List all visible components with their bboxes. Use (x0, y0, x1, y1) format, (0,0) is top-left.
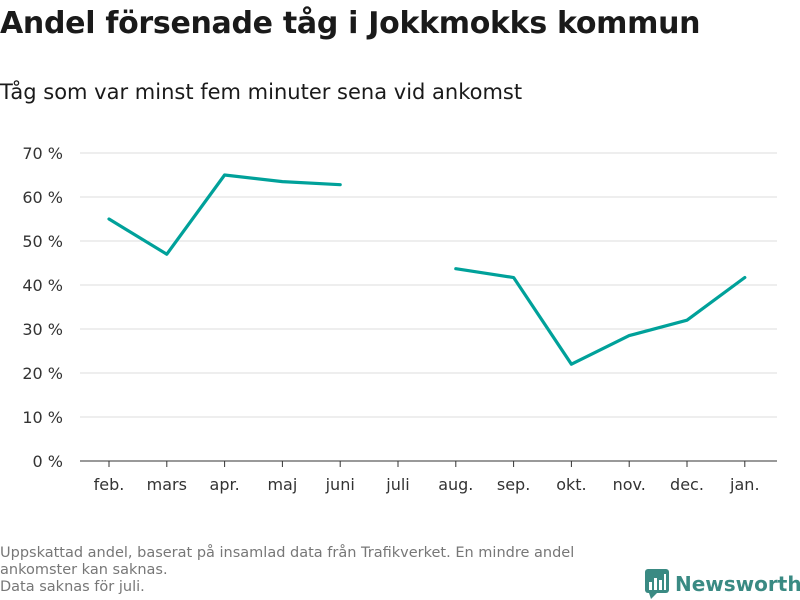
footnote: Uppskattad andel, baserat på insamlad da… (0, 545, 630, 596)
gridlines (80, 152, 777, 418)
chart-title: Andel försenade tåg i Jokkmokks kommun (0, 6, 701, 41)
footnote-line: Data saknas för juli. (0, 579, 145, 595)
line-chart: 0 % 10 % 20 % 30 % 40 % 50 % 60 % 70 % feb. mars… (22, 144, 777, 494)
x-tick-label: aug. (438, 475, 473, 494)
x-axis: feb. mars apr. maj juni juli aug. sep. okt. nov. d… (80, 460, 777, 494)
x-tick-label: nov. (613, 475, 646, 494)
brand-name: Newsworthy (675, 572, 800, 596)
x-tick-label: sep. (497, 475, 530, 494)
x-tick-label: juli (385, 475, 409, 494)
x-tick-label: feb. (94, 475, 125, 494)
series-lines (107, 173, 747, 366)
x-tick-label: jan. (729, 475, 759, 494)
y-tick-label: 60 % (22, 188, 63, 207)
chart-subtitle: Tåg som var minst fem minuter sena vid a… (0, 80, 523, 104)
y-tick-label: 20 % (22, 364, 63, 383)
x-tick-label: apr. (210, 475, 240, 494)
x-tick-label: okt. (556, 475, 586, 494)
x-tick-label: juni (325, 475, 355, 494)
footnote-line: Uppskattad andel, baserat på insamlad da… (0, 545, 575, 578)
y-tick-label: 0 % (33, 452, 63, 471)
y-tick-label: 10 % (22, 408, 63, 427)
y-tick-label: 40 % (22, 276, 63, 295)
y-tick-label: 70 % (22, 144, 63, 163)
newsworthy-logo-icon (645, 569, 669, 599)
brand: Newsworthy (645, 569, 800, 599)
series-line-segment (107, 173, 342, 256)
y-tick-label: 30 % (22, 320, 63, 339)
series-line-segment (454, 267, 747, 366)
y-axis-labels: 0 % 10 % 20 % 30 % 40 % 50 % 60 % 70 % (22, 144, 63, 471)
y-tick-label: 50 % (22, 232, 63, 251)
x-tick-label: maj (267, 475, 297, 494)
x-tick-label: mars (147, 475, 187, 494)
x-tick-label: dec. (670, 475, 704, 494)
